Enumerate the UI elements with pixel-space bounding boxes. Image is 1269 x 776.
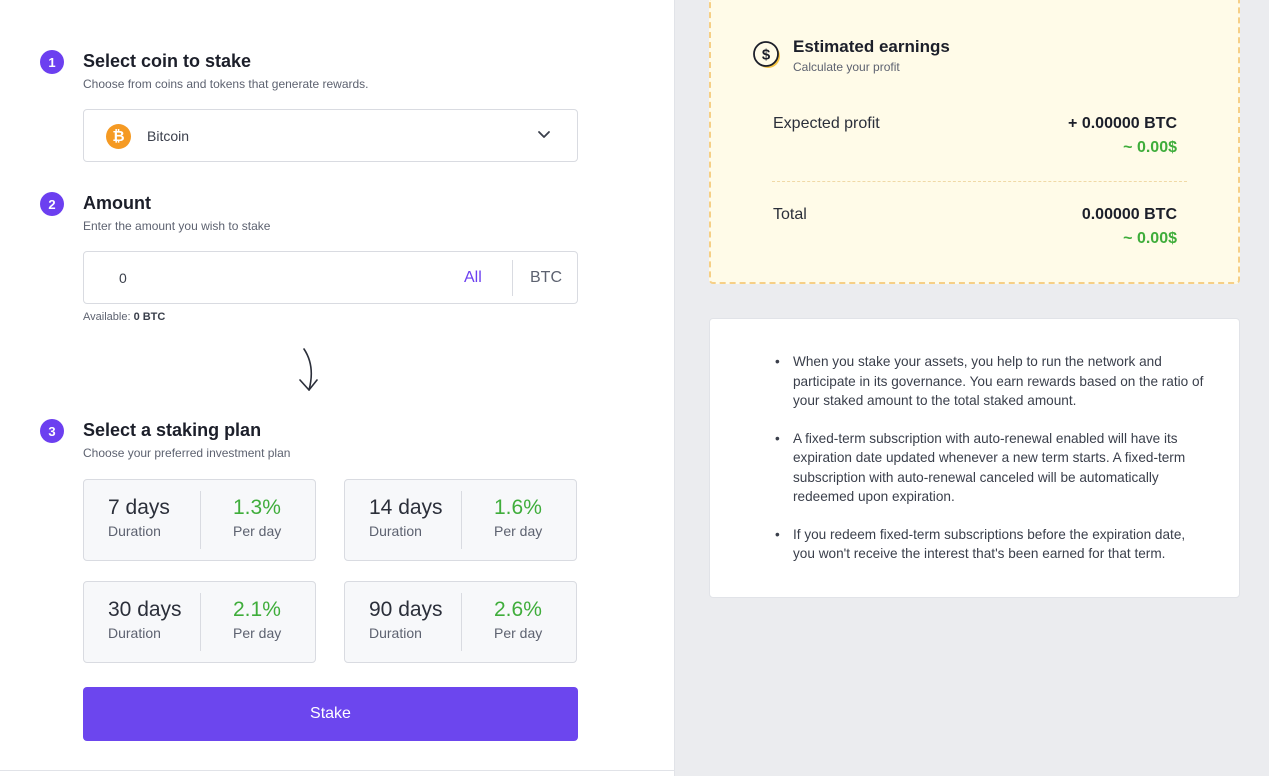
info-item: When you stake your assets, you help to …	[775, 352, 1205, 411]
divider	[512, 260, 513, 296]
plan-rate: 1.6%	[494, 496, 542, 519]
plan-days: 7 days	[108, 496, 170, 519]
divider	[200, 491, 201, 549]
plan-per-day-label: Per day	[494, 625, 543, 641]
amount-unit-label: BTC	[530, 269, 562, 286]
staking-form-panel: 1 Select coin to stake Choose from coins…	[0, 0, 675, 776]
plan-per-day-label: Per day	[233, 523, 282, 539]
plan-duration-label: Duration	[108, 523, 161, 539]
plan-per-day-label: Per day	[494, 523, 543, 539]
total-btc: 0.00000 BTC	[1081, 206, 1177, 223]
plan-per-day-label: Per day	[233, 625, 282, 641]
expected-profit-label: Expected profit	[773, 115, 880, 132]
plan-days: 14 days	[369, 496, 443, 519]
plan-days: 90 days	[369, 598, 443, 621]
total-usd: ~ 0.00$	[1123, 230, 1177, 247]
plan-duration-label: Duration	[369, 625, 422, 641]
staking-info-card: When you stake your assets, you help to …	[709, 318, 1240, 598]
total-label: Total	[773, 206, 807, 223]
selected-coin-name: Bitcoin	[147, 128, 190, 144]
plan-duration-label: Duration	[369, 523, 422, 539]
plan-card-7-days[interactable]: 7 days Duration 1.3% Per day	[83, 479, 316, 561]
plan-card-30-days[interactable]: 30 days Duration 2.1% Per day	[83, 581, 316, 663]
earnings-subtitle: Calculate your profit	[793, 60, 900, 74]
amount-field-group: All BTC	[83, 251, 578, 304]
step-title: Select coin to stake	[83, 51, 252, 71]
step-title: Select a staking plan	[83, 420, 262, 440]
step-number-badge: 3	[40, 419, 64, 443]
divider	[461, 491, 462, 549]
expected-profit-usd: ~ 0.00$	[1123, 139, 1177, 156]
estimated-earnings-card: $ Estimated earnings Calculate your prof…	[709, 0, 1240, 284]
divider	[461, 593, 462, 651]
plan-card-14-days[interactable]: 14 days Duration 1.6% Per day	[344, 479, 577, 561]
step-title: Amount	[83, 193, 151, 213]
coin-select-dropdown[interactable]: ₿ Bitcoin	[83, 109, 578, 162]
arrow-down-icon	[299, 348, 318, 391]
available-balance: Available: 0 BTC	[83, 311, 165, 323]
step-subtitle: Choose your preferred investment plan	[83, 446, 291, 460]
available-value: 0 BTC	[133, 311, 166, 323]
bitcoin-icon: ₿	[106, 124, 131, 149]
info-item: A fixed-term subscription with auto-rene…	[775, 429, 1205, 507]
divider	[200, 593, 201, 651]
chevron-down-icon	[538, 131, 550, 138]
plan-days: 30 days	[108, 598, 182, 621]
stake-button[interactable]: Stake	[83, 687, 578, 741]
plan-card-90-days[interactable]: 90 days Duration 2.6% Per day	[344, 581, 577, 663]
step-subtitle: Choose from coins and tokens that genera…	[83, 77, 369, 91]
info-list: When you stake your assets, you help to …	[775, 352, 1205, 582]
earnings-title: Estimated earnings	[793, 37, 950, 56]
plan-rate: 2.6%	[494, 598, 542, 621]
plan-rate: 2.1%	[233, 598, 281, 621]
info-item: If you redeem fixed-term subscriptions b…	[775, 525, 1205, 564]
amount-input[interactable]	[106, 262, 446, 294]
plan-duration-label: Duration	[108, 625, 161, 641]
step-number-badge: 1	[40, 50, 64, 74]
dollar-coin-icon: $	[753, 41, 780, 68]
all-amount-button[interactable]: All	[464, 269, 482, 286]
step-subtitle: Enter the amount you wish to stake	[83, 219, 271, 233]
divider	[772, 181, 1187, 182]
svg-text:$: $	[762, 47, 771, 64]
available-label: Available:	[83, 311, 131, 323]
expected-profit-btc: + 0.00000 BTC	[1068, 115, 1177, 132]
plan-rate: 1.3%	[233, 496, 281, 519]
divider	[0, 770, 674, 771]
step-number-badge: 2	[40, 192, 64, 216]
